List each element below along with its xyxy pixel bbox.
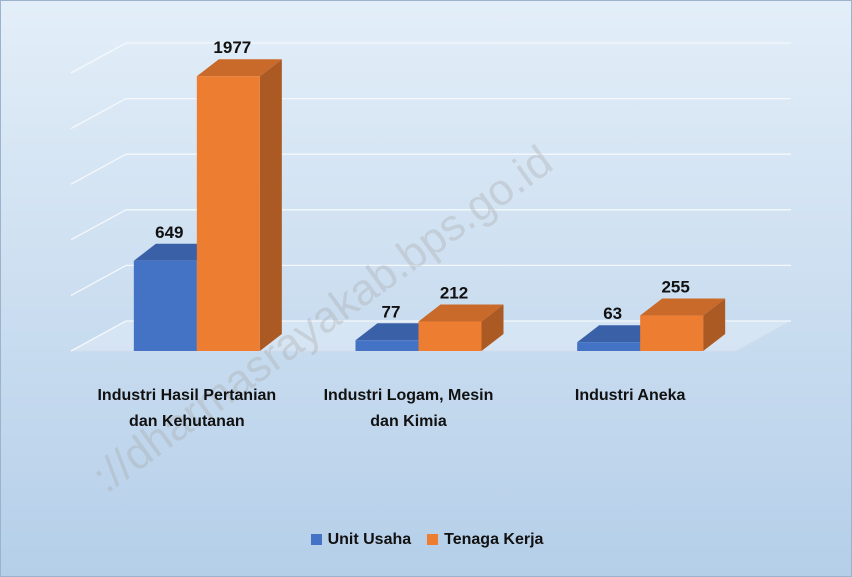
- grid-side: [70, 264, 127, 296]
- grid-side: [70, 153, 127, 185]
- grid-side: [70, 209, 127, 241]
- bar-side: [481, 304, 504, 351]
- legend-item: Unit Usaha: [310, 531, 412, 549]
- legend-label: Unit Usaha: [327, 531, 412, 548]
- x-tick-label: Industri Hasil Pertanian dan Kehutanan: [97, 387, 277, 430]
- bar-front: [577, 342, 641, 351]
- data-label: 77: [382, 302, 401, 321]
- x-tick-label: Industri Logam, Mesin dan Kimia: [323, 387, 494, 430]
- bar-front: [355, 340, 419, 351]
- data-label: 63: [603, 304, 622, 323]
- bar-front: [640, 315, 704, 351]
- legend-label: Tenaga Kerja: [444, 531, 544, 548]
- bar: [640, 298, 726, 351]
- bar-front: [133, 260, 197, 351]
- grid-line: [70, 97, 791, 130]
- grid-side: [70, 42, 127, 74]
- bar-top: [418, 304, 504, 322]
- bar-side: [703, 298, 726, 351]
- grid-line: [70, 42, 791, 74]
- grid-side: [70, 98, 127, 130]
- x-tick-label: Industri Aneka: [574, 387, 686, 404]
- bar-front: [418, 321, 482, 351]
- legend-swatch: [310, 534, 322, 545]
- legend: Unit Usaha Tenaga Kerja: [1, 531, 851, 549]
- bar: [196, 59, 282, 352]
- legend-swatch: [427, 534, 439, 545]
- data-label: 255: [661, 278, 689, 297]
- bar-top: [640, 298, 726, 316]
- bar-front: [196, 76, 260, 352]
- legend-item: Tenaga Kerja: [427, 531, 543, 549]
- grid-line: [70, 153, 791, 185]
- data-label: 212: [440, 284, 468, 303]
- bar: [418, 304, 504, 351]
- data-label: 1977: [213, 38, 251, 57]
- grid-side: [70, 320, 127, 352]
- data-label: 649: [155, 223, 183, 242]
- bar-side: [259, 59, 282, 352]
- bar-top: [196, 59, 282, 77]
